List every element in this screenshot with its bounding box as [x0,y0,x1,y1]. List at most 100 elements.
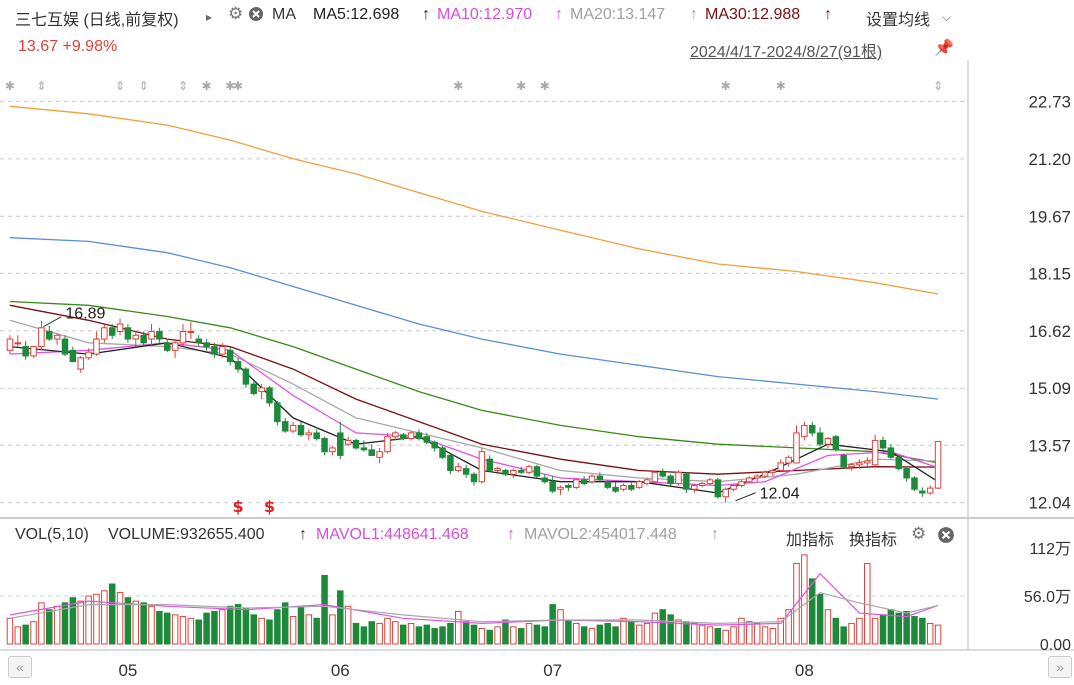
candle-body [714,479,722,498]
switch-indicator-button[interactable]: 换指标 [849,532,898,549]
candle-body [53,334,61,340]
volume-bar [101,590,108,645]
volume-tick-label: 0.00 [1040,637,1071,654]
volume-bar [911,616,918,645]
candle-body [848,464,855,468]
volume-bar [156,610,163,645]
volume-bar [226,605,234,645]
candle-body [525,466,533,473]
volume-bar [848,622,855,645]
ma10-value: MA10:12.970 [437,6,533,23]
volume-bar [746,621,753,645]
chevron-down-icon[interactable]: ⌵ [942,10,952,24]
candle-body [651,471,659,483]
candle-body [38,327,45,348]
candle-body [628,484,635,490]
high-label: 16.89 [65,306,105,323]
candle-body [376,451,383,458]
expand-triangle-icon[interactable]: ▸ [206,10,213,24]
ma5-value: MA5:12.698 [313,6,400,23]
candle-body [808,424,816,434]
candle-body [219,346,226,355]
volume-tick-label: 56.0万 [1024,589,1071,606]
candle-body [698,483,706,486]
candle-body [730,484,737,490]
scroll-left-icon[interactable]: « [8,656,32,678]
candle-body [572,479,580,488]
candle-body [738,481,745,486]
volume-bar [879,614,887,645]
candle-body [911,477,918,490]
price-grid [0,60,1074,651]
date-range[interactable]: 2024/4/17-2024/8/27(91根) [690,44,883,61]
candle-body [934,441,942,489]
ma-lines [9,105,939,494]
ma-label: MA [272,6,296,23]
candle-body [195,338,202,344]
candle-body [643,479,651,485]
close-icon[interactable] [937,526,955,549]
scroll-right-icon[interactable]: » [1048,656,1072,678]
event-marker-icon: ⇕ [36,79,46,93]
volume-bar [313,617,320,645]
event-marker-icon: ✱ [540,79,550,93]
candle-body [761,471,769,477]
candle-body [423,436,431,443]
volume-bar [46,609,53,645]
volume-bar [38,602,45,645]
candle-body [478,451,486,483]
volume-bar [659,609,667,645]
volume-bar [163,612,171,645]
volume-bar [494,626,501,645]
volume-bar [722,629,729,645]
volume-bar [604,622,611,645]
dividend-marker-icon: $ [264,497,275,516]
candle-body [61,338,69,355]
volume-bar [824,609,832,645]
mavol2-line [9,591,939,625]
candle-body [415,432,423,440]
candle-body [801,424,808,438]
volume-bar [250,614,258,645]
volume-bar [903,610,910,645]
gear-icon[interactable]: ⚙ [228,4,244,23]
candle-body [871,439,879,466]
candle-body [541,477,549,483]
pin-icon[interactable]: 📌 [934,40,954,57]
candle-body [604,481,611,488]
ma5-line [9,342,939,494]
volume-bar [612,626,619,645]
volume-bar [14,626,22,645]
candle-body [399,434,407,440]
event-marker-icon: ⇕ [139,79,149,93]
candle-body [722,488,729,498]
gear-icon[interactable]: ⚙ [911,524,927,543]
mavol2-value: MAVOL2:454017.448 [524,526,677,543]
close-icon[interactable] [248,6,264,27]
ma20-arrow-icon: ↑ [690,6,698,23]
stock-name[interactable]: 三七互娱 (日线,前复权) [15,12,179,29]
candle-body [258,387,265,393]
candle-body [856,462,863,466]
candle-body [517,469,525,473]
volume-bar [517,628,525,645]
candle-body [6,338,14,351]
candle-body [313,432,320,440]
event-marker-icon: ✱ [776,79,786,93]
vol-label: VOL(5,10) [15,526,89,543]
candle-body [226,349,234,363]
volume-bar [596,624,604,645]
ma-settings-button[interactable]: 设置均线 [866,12,931,29]
candle-body [580,479,588,485]
candle-body [179,331,187,344]
volume-bar [266,619,273,645]
price-axis: 22.73 21.20 19.67 18.15 16.62 15.09 13.57 12.04… [1024,92,1071,654]
x-tick-label: 08 [795,661,814,680]
candle-body [30,346,37,357]
low-pointer [735,492,756,502]
volume-bar [588,628,596,645]
add-indicator-button[interactable]: 加指标 [786,532,835,549]
candle-body [635,481,643,488]
